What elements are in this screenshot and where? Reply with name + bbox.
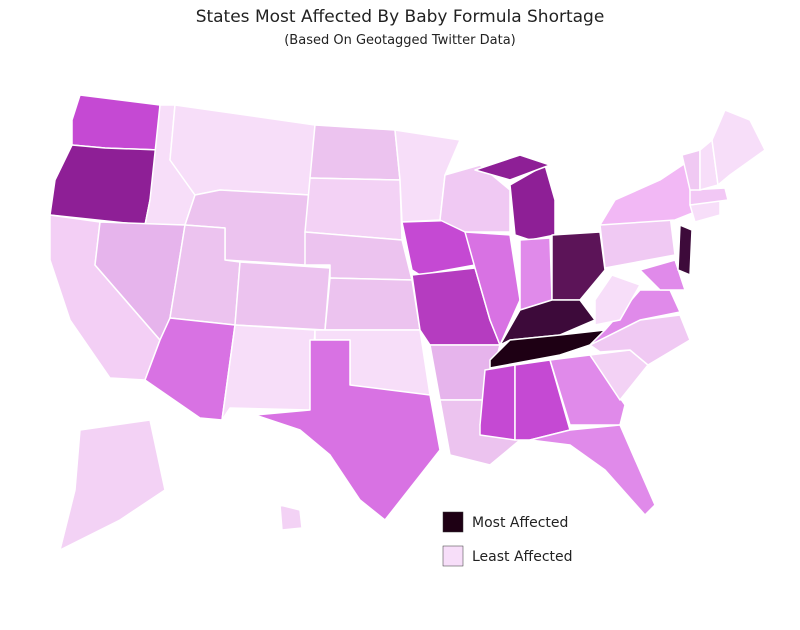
state [59,419,166,551]
state [689,187,729,206]
map-title: States Most Affected By Baby Formula Sho… [196,7,605,27]
state [551,231,606,301]
state [279,504,303,531]
state [479,364,516,441]
state [474,154,551,181]
state [221,324,316,421]
state [519,237,553,311]
state [711,109,766,186]
state [549,354,626,426]
state [529,424,656,516]
legend-swatch [442,511,464,533]
legend-label: Least Affected [472,549,573,565]
legend: Most Affected Least Affected [442,511,573,567]
map-subtitle: (Based On Geotagged Twitter Data) [284,33,516,48]
state [439,164,511,233]
legend-label: Most Affected [472,515,568,531]
state [589,289,681,346]
states [49,94,766,551]
state [677,224,693,276]
state [254,339,441,521]
state [309,124,401,181]
state [304,177,403,241]
state [49,144,161,226]
state [71,94,161,151]
state [234,261,331,331]
state [594,274,641,326]
state [324,277,421,331]
legend-swatch [442,545,464,567]
state [169,104,316,196]
state [639,259,686,291]
